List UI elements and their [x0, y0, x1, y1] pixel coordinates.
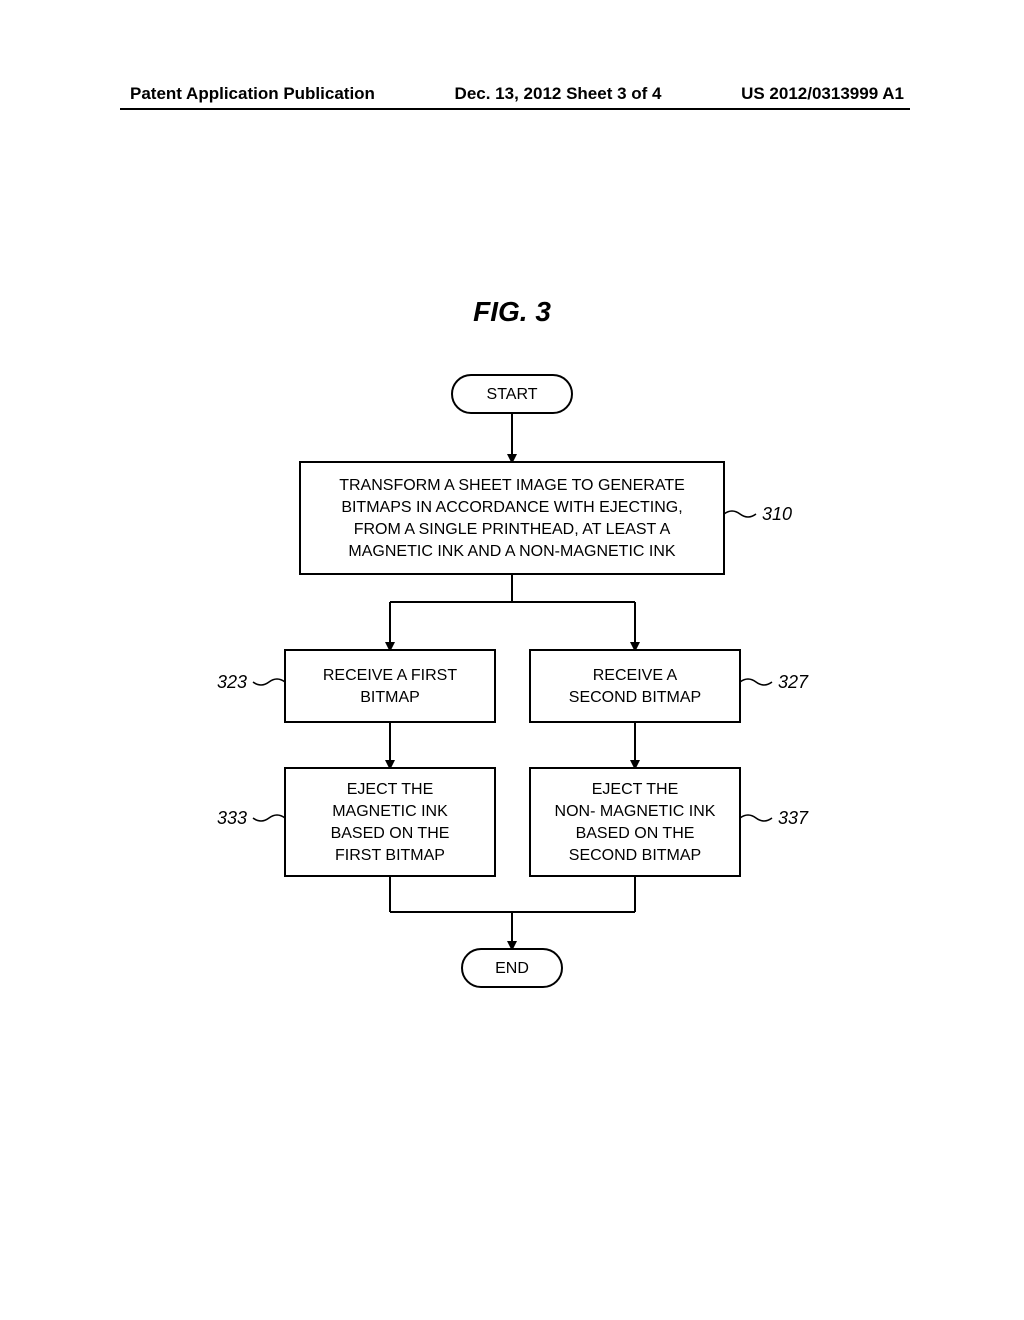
svg-text:START: START: [487, 386, 538, 403]
page-header: Patent Application Publication Dec. 13, …: [0, 84, 1024, 104]
flowchart: START TRANSFORM A SHEET IMAGE TO GENERATE…: [200, 370, 824, 1030]
svg-text:BASED ON THE: BASED ON THE: [331, 825, 450, 842]
svg-text:310: 310: [762, 504, 792, 524]
header-center: Dec. 13, 2012 Sheet 3 of 4: [455, 84, 662, 104]
svg-text:SECOND BITMAP: SECOND BITMAP: [569, 689, 701, 706]
svg-text:MAGNETIC INK: MAGNETIC INK: [332, 803, 448, 820]
svg-text:333: 333: [217, 808, 247, 828]
svg-text:RECEIVE A FIRST: RECEIVE A FIRST: [323, 667, 457, 684]
svg-text:BASED ON THE: BASED ON THE: [576, 825, 695, 842]
figure-title: FIG. 3: [0, 296, 1024, 328]
svg-text:BITMAPS IN ACCORDANCE WITH EJE: BITMAPS IN ACCORDANCE WITH EJECTING,: [341, 499, 682, 516]
process-recv2: [530, 650, 740, 722]
svg-text:FROM A SINGLE PRINTHEAD, AT LE: FROM A SINGLE PRINTHEAD, AT LEAST A: [354, 521, 671, 538]
svg-text:END: END: [495, 960, 529, 977]
svg-text:RECEIVE A: RECEIVE A: [593, 667, 678, 684]
svg-text:TRANSFORM A SHEET IMAGE TO GEN: TRANSFORM A SHEET IMAGE TO GENERATE: [339, 477, 685, 494]
header-right: US 2012/0313999 A1: [741, 84, 904, 104]
svg-text:FIRST BITMAP: FIRST BITMAP: [335, 847, 445, 864]
page: Patent Application Publication Dec. 13, …: [0, 0, 1024, 1320]
svg-text:337: 337: [778, 808, 809, 828]
svg-text:EJECT THE: EJECT THE: [347, 781, 434, 798]
svg-text:327: 327: [778, 672, 809, 692]
header-rule: [120, 108, 910, 110]
header-left: Patent Application Publication: [130, 84, 375, 104]
svg-text:323: 323: [217, 672, 247, 692]
svg-text:SECOND BITMAP: SECOND BITMAP: [569, 847, 701, 864]
svg-text:BITMAP: BITMAP: [360, 689, 420, 706]
svg-text:NON- MAGNETIC INK: NON- MAGNETIC INK: [555, 803, 716, 820]
svg-text:EJECT THE: EJECT THE: [592, 781, 679, 798]
process-recv1: [285, 650, 495, 722]
svg-text:MAGNETIC INK AND A NON-MAGNETI: MAGNETIC INK AND A NON-MAGNETIC INK: [348, 543, 675, 560]
